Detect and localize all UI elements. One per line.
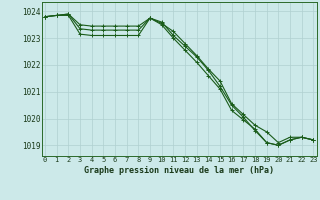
X-axis label: Graphe pression niveau de la mer (hPa): Graphe pression niveau de la mer (hPa) xyxy=(84,166,274,175)
